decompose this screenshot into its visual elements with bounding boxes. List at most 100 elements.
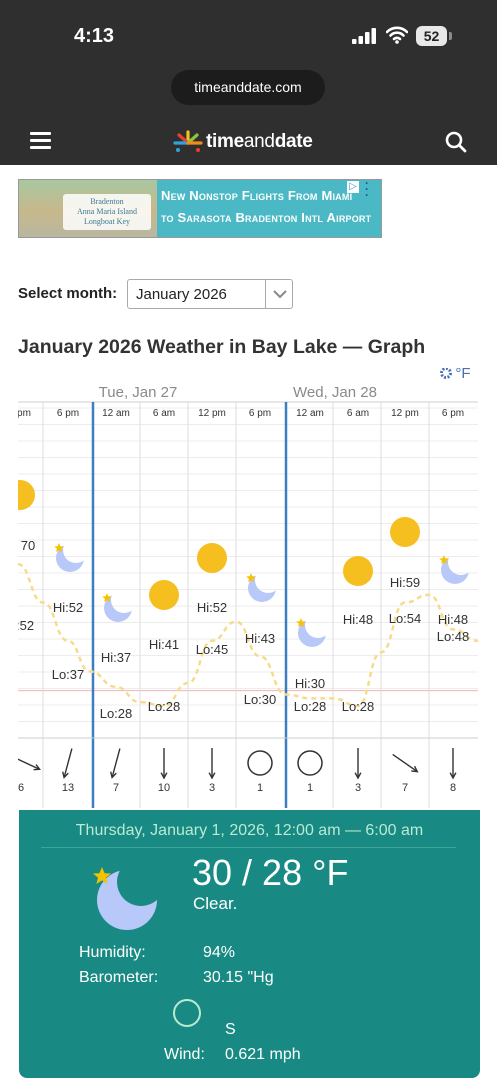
wind-label: Wind: [164, 1046, 205, 1063]
barometer-value: 30.15 "Hg [203, 969, 274, 986]
month-dropdown-value: January 2026 [136, 286, 227, 303]
wind-speed-label: 10 [158, 782, 170, 794]
wind-arrow-head [208, 772, 216, 780]
select-month-label: Select month: [18, 285, 118, 302]
wind-speed-label: 7 [113, 782, 119, 794]
humidity-value: 94% [203, 944, 236, 961]
high-temp-label: Hi:48 [438, 612, 468, 627]
wind-direction: S [225, 1021, 236, 1038]
moon-with-star-icon [54, 543, 84, 572]
ad-headline-1: New Nonstop Flights From Miami [161, 188, 353, 203]
moon-with-star-icon [246, 573, 276, 602]
forecast-temperature: 30 / 28 °F [192, 852, 349, 893]
high-temp-label: Hi:59 [390, 575, 420, 590]
time-label: 12 am [102, 408, 130, 419]
moon-with-star-icon [93, 867, 157, 930]
sun-icon [18, 480, 35, 510]
logo-text: timeanddate [206, 131, 313, 152]
wind-arrow-icon [392, 753, 418, 773]
time-label: 6 pm [249, 408, 271, 419]
time-label: 12 pm [198, 408, 226, 419]
high-temp-label: Hi:37 [101, 650, 131, 665]
high-temp-label: Hi:52 [197, 600, 227, 615]
wind-speed-label: 13 [62, 782, 74, 794]
wifi-icon [386, 26, 408, 44]
forecast-detail-panel: Thursday, January 1, 2026, 12:00 am — 6:… [19, 810, 480, 1078]
page-title: January 2026 Weather in Bay Lake — Graph [18, 336, 426, 358]
wind-arrow-head [160, 772, 168, 780]
advertisement-banner[interactable]: Bradenton Anna Maria Island Longboat Key… [18, 179, 382, 238]
weather-graph[interactable]: Tue, Jan 27 Wed, Jan 28 °F pm 6 pm 12 am 6 am 1… [18, 368, 478, 808]
low-temp-label: Lo:45 [196, 642, 229, 657]
wind-arrow-icon [63, 748, 73, 778]
wind-arrow-icon [18, 758, 40, 770]
battery-level: 52 [416, 26, 447, 46]
high-temp-label: Hi:30 [295, 676, 325, 691]
time-label: 12 pm [391, 408, 419, 419]
wind-speed-label: 3 [209, 782, 215, 794]
wind-calm-icon [247, 750, 273, 776]
status-time: 4:13 [74, 25, 115, 47]
time-label: 6 am [347, 408, 369, 419]
high-temp-label: Hi:41 [149, 637, 179, 652]
low-temp-label: Lo:48 [437, 629, 470, 644]
high-temp-label: 70 [21, 538, 35, 553]
low-temp-label: Lo:37 [52, 667, 85, 682]
site-logo[interactable]: timeanddate [170, 128, 313, 156]
forecast-description: Clear. [193, 894, 238, 913]
ad-options-icon[interactable]: · · · [365, 179, 369, 202]
time-label: 6 pm [57, 408, 79, 419]
sun-icon [343, 556, 373, 586]
search-icon[interactable] [444, 130, 468, 154]
battery-icon: 52 [416, 26, 452, 46]
settings-gear-icon[interactable] [440, 368, 452, 379]
wind-speed-label: 8 [450, 782, 456, 794]
wind-arrow-head [411, 765, 419, 773]
wind-arrow-icon [111, 748, 121, 778]
wind-speed-label: 1 [257, 782, 263, 794]
url-bar[interactable]: timeanddate.com [171, 70, 325, 105]
time-label: 12 am [296, 408, 324, 419]
month-dropdown[interactable]: January 2026 [127, 279, 293, 309]
wind-calm-icon [173, 999, 201, 1027]
high-temp-label: Hi:43 [245, 631, 275, 646]
high-temp-label: Hi:48 [343, 612, 373, 627]
wind-speed-label: 6 [18, 782, 24, 794]
forecast-title: Thursday, January 1, 2026, 12:00 am — 6:… [75, 822, 424, 839]
wind-arrow-head [62, 771, 69, 779]
sun-icon [149, 580, 179, 610]
moon-with-star-icon [102, 593, 132, 622]
low-temp-label: Lo:28 [342, 699, 375, 714]
logo-burst-icon [173, 130, 203, 152]
barometer-label: Barometer: [79, 969, 159, 986]
ad-choices-icon[interactable]: ▷ [347, 181, 359, 193]
moon-with-star-icon [296, 618, 326, 647]
units-label: °F [455, 368, 470, 382]
low-temp-label: Lo:28 [100, 706, 133, 721]
low-temp-label: Lo:28 [148, 699, 181, 714]
high-temp-label: Hi:52 [53, 600, 83, 615]
cellular-signal-icon [352, 28, 376, 44]
low-temp-label: Lo:30 [244, 692, 277, 707]
chevron-down-icon [273, 290, 287, 299]
browser-chrome: 4:13 52 timeanddate.com timeanddate [0, 0, 497, 165]
hamburger-menu-icon[interactable] [30, 132, 52, 150]
day-label: Tue, Jan 27 [99, 384, 178, 401]
ad-headline-2: to Sarasota Bradenton Intl Airport [161, 210, 372, 225]
wind-speed-label: 3 [355, 782, 361, 794]
sun-icon [197, 543, 227, 573]
wind-arrow-head [354, 772, 362, 780]
low-temp-label: Lo:28 [294, 699, 327, 714]
moon-with-star-icon [439, 555, 469, 584]
ad-badge: Bradenton Anna Maria Island Longboat Key [63, 194, 151, 230]
wind-arrow-head [110, 771, 117, 779]
low-temp-label: Lo:54 [389, 611, 422, 626]
time-label: pm [18, 408, 31, 419]
wind-value: 0.621 mph [225, 1046, 301, 1063]
sun-icon [390, 517, 420, 547]
time-label: 6 pm [442, 408, 464, 419]
wind-speed-label: 1 [307, 782, 313, 794]
humidity-label: Humidity: [79, 944, 146, 961]
wind-speed-label: 7 [402, 782, 408, 794]
wind-calm-icon [297, 750, 323, 776]
